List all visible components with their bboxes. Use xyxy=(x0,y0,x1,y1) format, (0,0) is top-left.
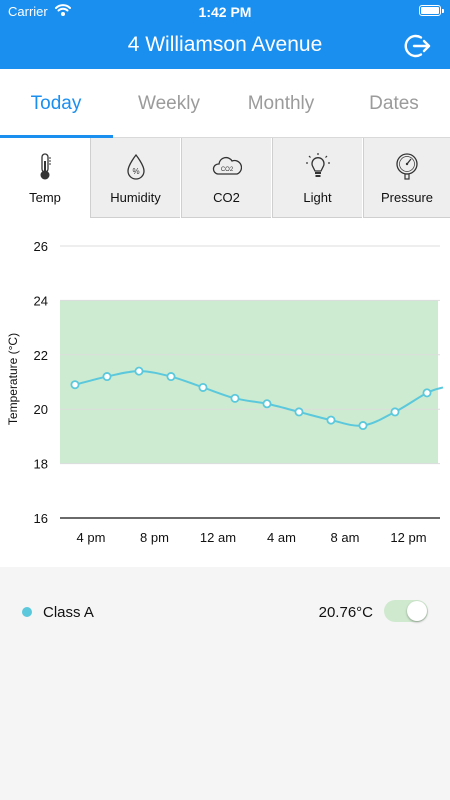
battery-icon xyxy=(419,5,444,16)
data-point xyxy=(102,372,112,382)
legend-label: Class A xyxy=(43,604,94,621)
data-point xyxy=(422,388,432,398)
tab-weekly[interactable]: Weekly xyxy=(138,93,200,114)
metric-humidity-label: Humidity xyxy=(110,190,161,205)
status-bar: Carrier 1:42 PM xyxy=(0,0,450,24)
y-tick-label: 20 xyxy=(34,402,48,417)
pressure-gauge-icon xyxy=(396,153,418,180)
metric-humidity[interactable]: % Humidity xyxy=(90,138,180,218)
data-point xyxy=(198,382,208,392)
metric-temp-label: Temp xyxy=(29,190,61,205)
page-title: 4 Williamson Avenue xyxy=(127,33,323,56)
data-point xyxy=(230,393,240,403)
lightbulb-icon xyxy=(305,153,330,177)
svg-text:%: % xyxy=(132,167,139,176)
legend-color-dot xyxy=(22,607,32,617)
target-band xyxy=(60,300,438,464)
data-point xyxy=(166,372,176,382)
top-bar: Carrier 1:42 PM 4 Williamson Avenue xyxy=(0,0,450,69)
metric-pressure[interactable]: Pressure xyxy=(363,138,450,218)
toggle-knob xyxy=(407,601,427,621)
humidity-icon: % xyxy=(126,153,145,180)
status-time: 1:42 PM xyxy=(198,4,252,20)
legend-panel: Class A 20.76°C xyxy=(0,567,450,800)
tab-monthly[interactable]: Monthly xyxy=(247,93,315,114)
tab-indicator xyxy=(0,135,113,138)
legend-value: 20.76°C xyxy=(318,604,373,621)
data-point xyxy=(326,415,336,425)
y-axis-label: Temperature (°C) xyxy=(6,332,20,426)
chart-svg: 16 18 20 22 24 26 4 pm 8 pm 12 am 4 am 8 am 12 pm xyxy=(34,239,444,545)
y-tick-label: 18 xyxy=(34,457,48,472)
data-point xyxy=(70,380,80,390)
tab-today[interactable]: Today xyxy=(30,93,82,114)
data-point xyxy=(294,407,304,417)
data-point xyxy=(134,366,144,376)
metric-co2-label: CO2 xyxy=(213,190,240,205)
tab-dates[interactable]: Dates xyxy=(369,93,419,114)
data-point xyxy=(390,407,400,417)
logout-icon[interactable] xyxy=(404,33,432,59)
x-tick-label: 8 pm xyxy=(140,530,169,545)
temperature-chart: 16 18 20 22 24 26 4 pm 8 pm 12 am 4 am 8 am 12 pm xyxy=(0,222,450,562)
x-tick-label: 8 am xyxy=(331,530,360,545)
svg-text:CO2: CO2 xyxy=(220,167,233,173)
metric-pressure-label: Pressure xyxy=(380,190,434,205)
data-point xyxy=(358,421,368,431)
y-tick-label: 22 xyxy=(34,348,48,363)
period-tabs: Today Weekly Monthly Dates xyxy=(0,69,450,138)
x-tick-label: 4 pm xyxy=(77,530,106,545)
y-tick-label: 26 xyxy=(34,239,48,254)
x-tick-label: 12 am xyxy=(200,530,236,545)
wifi-icon xyxy=(55,4,71,16)
carrier-label: Carrier xyxy=(8,4,48,19)
y-tick-label: 24 xyxy=(34,293,48,308)
x-tick-label: 12 pm xyxy=(390,530,426,545)
metric-light-label: Light xyxy=(303,190,332,205)
x-tick-label: 4 am xyxy=(267,530,296,545)
y-tick-label: 16 xyxy=(34,511,48,526)
data-point xyxy=(262,399,272,409)
thermometer-icon xyxy=(40,153,51,180)
co2-icon: CO2 xyxy=(212,156,242,175)
metric-selector: Temp % Humidity CO2 CO2 xyxy=(0,138,450,219)
metric-co2[interactable]: CO2 CO2 xyxy=(181,138,271,218)
metric-light[interactable]: Light xyxy=(272,138,362,218)
metric-temp[interactable]: Temp xyxy=(0,138,90,218)
series-toggle[interactable] xyxy=(384,600,428,622)
